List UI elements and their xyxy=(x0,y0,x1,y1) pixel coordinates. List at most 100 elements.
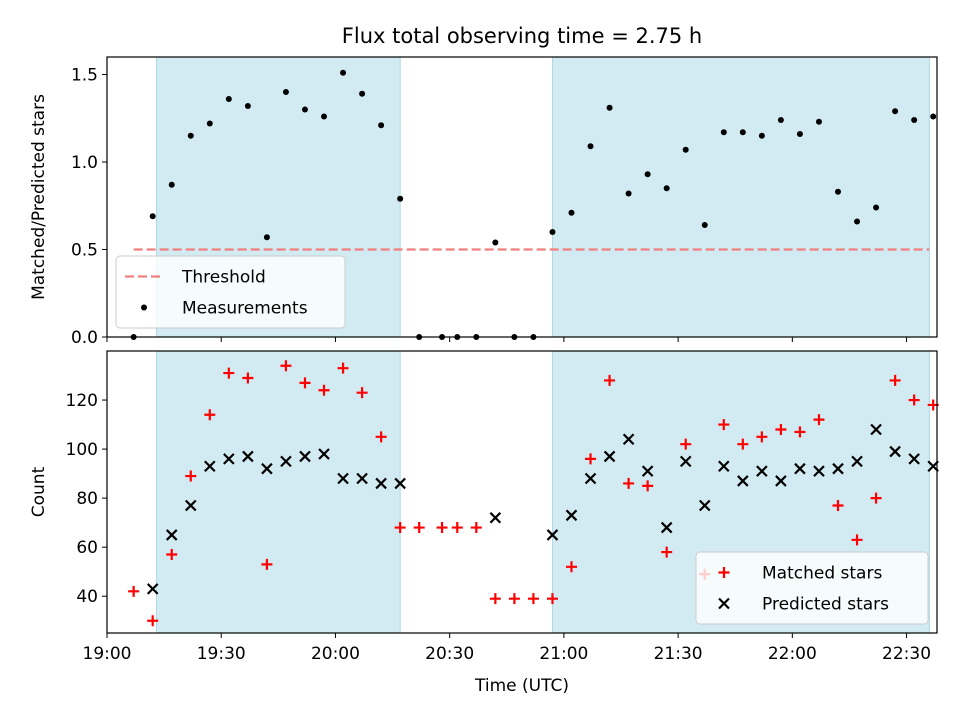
measurement-point xyxy=(796,131,803,137)
legend-predicted-swatch xyxy=(718,597,730,610)
measurement-point xyxy=(321,113,328,120)
matched-star-point xyxy=(299,377,311,389)
predicted-star-point xyxy=(813,465,825,477)
predicted-star-point xyxy=(356,472,368,485)
matched-star-point xyxy=(546,593,558,605)
measurement-point xyxy=(644,171,651,178)
x-axis-label: Time (UTC) xyxy=(474,676,569,696)
measurement-point xyxy=(815,118,822,125)
predicted-star-point xyxy=(660,521,673,534)
measurement-point xyxy=(549,229,556,235)
measurement-point xyxy=(758,132,765,139)
predicted-star-point xyxy=(165,529,178,541)
y-tick-label: 100 xyxy=(66,440,98,460)
y-tick-label: 1.0 xyxy=(71,153,98,173)
matched-star-point xyxy=(470,522,482,534)
matched-star-point xyxy=(604,374,616,386)
measurement-point xyxy=(225,96,232,102)
predicted-star-point xyxy=(775,475,787,487)
matched-star-point xyxy=(527,593,539,605)
measurement-point xyxy=(720,129,727,136)
matched-star-point xyxy=(147,615,159,627)
matched-star-point xyxy=(280,360,292,372)
predicted-star-point xyxy=(584,472,597,485)
y-tick-label: 0.5 xyxy=(71,241,98,261)
predicted-star-point xyxy=(375,477,387,490)
matched-star-point xyxy=(413,522,425,534)
matched-star-point xyxy=(436,522,448,534)
matched-star-point xyxy=(851,534,863,546)
legend-label: Matched stars xyxy=(762,564,882,584)
matched-star-point xyxy=(585,453,597,465)
x-tick-label: 20:00 xyxy=(311,644,360,664)
measurement-point xyxy=(149,213,156,220)
measurement-point xyxy=(873,204,880,211)
y-tick-label: 40 xyxy=(76,587,98,607)
x-tick-label: 19:30 xyxy=(197,644,246,664)
matched-star-point xyxy=(813,414,825,426)
measurement-point xyxy=(206,120,213,127)
predicted-star-point xyxy=(223,453,235,465)
predicted-star-point xyxy=(641,465,654,477)
measurement-point xyxy=(739,129,746,136)
matched-star-point xyxy=(318,384,330,396)
predicted-star-point xyxy=(394,477,406,490)
legend-box xyxy=(115,255,346,329)
matched-star-point xyxy=(642,480,654,492)
matched-star-point xyxy=(337,362,349,374)
predicted-star-point xyxy=(794,462,806,475)
matched-star-point xyxy=(756,431,768,443)
predicted-star-point xyxy=(870,423,882,436)
axes-frame xyxy=(106,350,938,634)
predicted-star-point xyxy=(698,499,711,512)
x-tick-label: 22:30 xyxy=(882,644,931,664)
y-tick-label: 0.0 xyxy=(71,328,98,348)
measurement-point xyxy=(397,195,404,202)
measurement-point xyxy=(378,122,385,129)
matched-star-point xyxy=(356,387,368,399)
axes-frame xyxy=(106,56,938,338)
measurement-point xyxy=(663,185,670,192)
matched-star-point xyxy=(261,558,273,570)
legend-label: Measurements xyxy=(182,299,308,319)
count-panel: 40 60 80 100 120 19:00 19:30 20:00 20:30 21:00 21:… xyxy=(29,350,939,664)
measurement-point xyxy=(168,181,175,188)
matched-star-point xyxy=(223,367,235,379)
matched-star-point xyxy=(128,585,140,597)
predicted-star-point xyxy=(565,509,578,522)
measurement-point xyxy=(340,69,347,76)
matched-star-point xyxy=(204,409,216,421)
predicted-star-point xyxy=(908,453,920,465)
measurement-point xyxy=(777,117,784,123)
legend-matched-swatch xyxy=(718,567,730,578)
matched-star-point xyxy=(889,374,901,386)
predicted-star-point xyxy=(242,450,254,463)
predicted-star-point xyxy=(261,462,273,475)
observing-interval xyxy=(551,56,930,338)
legend-label: Predicted stars xyxy=(762,595,889,615)
predicted-star-point xyxy=(889,445,901,458)
matched-star-point xyxy=(908,394,920,406)
matched-star-point xyxy=(680,438,692,450)
measurement-point xyxy=(892,108,899,115)
x-tick-label: 22:00 xyxy=(768,644,817,664)
matched-star-point xyxy=(832,499,844,511)
measurement-point xyxy=(701,222,708,228)
measurement-point xyxy=(930,113,937,120)
measurement-point xyxy=(492,239,499,246)
matched-star-point xyxy=(185,470,197,482)
x-tick-label: 21:00 xyxy=(539,644,588,664)
x-tick-label: 20:30 xyxy=(425,644,474,664)
matched-star-point xyxy=(870,492,882,504)
predicted-star-point xyxy=(756,465,768,477)
measurement-point xyxy=(359,90,366,97)
predicted-star-point xyxy=(204,460,216,473)
predicted-star-point xyxy=(622,433,635,446)
matched-star-point xyxy=(489,593,501,605)
measurement-point xyxy=(301,106,308,113)
predicted-star-point xyxy=(318,448,330,460)
predicted-star-point xyxy=(718,460,730,473)
y-tick-label: 120 xyxy=(66,391,98,411)
x-tick-label: 21:30 xyxy=(654,644,703,664)
